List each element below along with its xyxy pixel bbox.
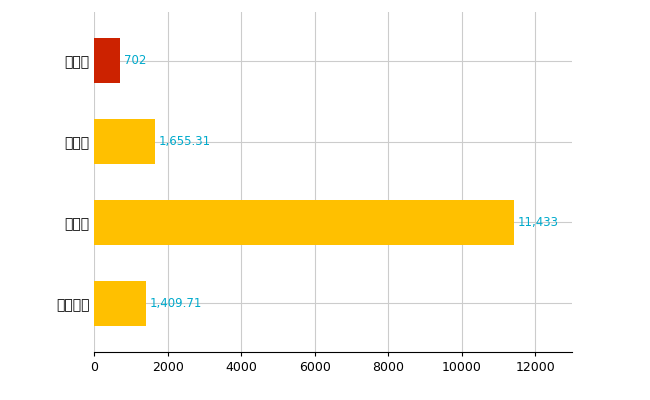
Bar — [94, 281, 146, 326]
Bar — [94, 38, 120, 83]
Bar — [94, 200, 514, 245]
Text: 1,655.31: 1,655.31 — [159, 135, 211, 148]
Text: 1,409.71: 1,409.71 — [150, 297, 202, 310]
Text: 702: 702 — [124, 54, 146, 67]
Bar — [94, 119, 155, 164]
Text: 11,433: 11,433 — [518, 216, 559, 229]
